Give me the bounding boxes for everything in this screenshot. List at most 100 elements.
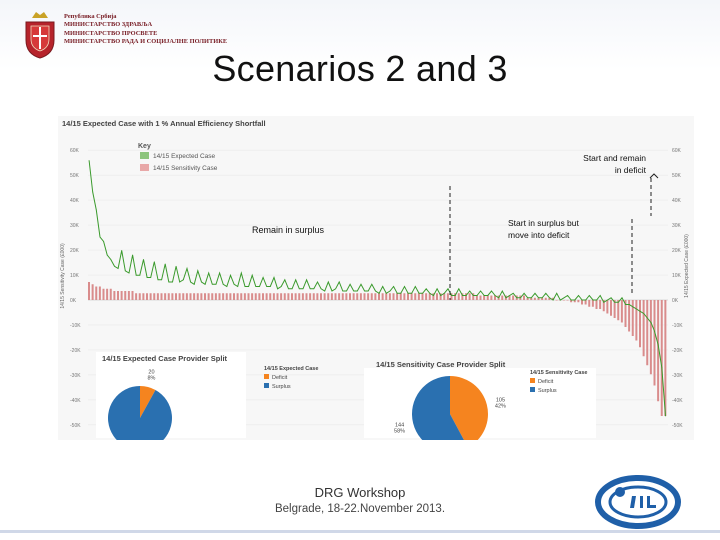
sensitivity-bar (131, 291, 134, 300)
sensitivity-bar (251, 293, 254, 300)
expected-point (483, 295, 485, 296)
expected-point (317, 281, 318, 283)
pie-data-label: 20 (148, 369, 154, 375)
workshop-name: DRG Workshop (314, 485, 406, 500)
pie-legend-title: 14/15 Expected Case (264, 366, 318, 372)
annotation-remain-deficit: Start and remain (583, 153, 646, 163)
sensitivity-bar (566, 300, 569, 301)
sensitivity-bar (454, 293, 457, 300)
expected-point (494, 295, 496, 296)
expected-point (411, 292, 413, 294)
sensitivity-bar (624, 300, 627, 327)
expected-point (661, 367, 663, 368)
sensitivity-bar (664, 300, 667, 416)
sensitivity-bar (142, 293, 145, 300)
region-bracket (649, 173, 659, 179)
ministry-line: МИНИСТАРСТВО РАДА И СОЦИЈАЛНЕ ПОЛИТИКЕ (64, 38, 228, 46)
expected-case-line (88, 160, 666, 417)
sensitivity-bar (204, 293, 206, 300)
sensitivity-bar (262, 293, 264, 300)
expected-point (230, 274, 231, 276)
sensitivity-bar (635, 300, 638, 341)
expected-point (320, 288, 322, 290)
sensitivity-bar (606, 300, 609, 314)
sensitivity-bar (91, 284, 94, 300)
expected-point (657, 344, 659, 346)
sensitivity-bar (287, 293, 290, 300)
sensitivity-bar (229, 293, 232, 300)
sensitivity-bar (613, 300, 616, 318)
sensitivity-bar (555, 300, 558, 301)
expected-point (367, 290, 369, 292)
expected-point (353, 290, 355, 292)
expected-point (121, 250, 123, 251)
expected-point (654, 331, 655, 332)
expected-point (578, 295, 579, 296)
expected-point (273, 277, 275, 278)
expected-point (309, 288, 311, 290)
expected-point (462, 295, 463, 296)
footer-divider (0, 530, 720, 533)
expected-point (291, 288, 293, 290)
annotation-remain-surplus: Remain in surplus (252, 225, 325, 235)
workshop-dates: Belgrade, 18-22.November 2013. (274, 503, 446, 515)
expected-point (233, 283, 235, 285)
y-tick-label-left: -10K (70, 323, 81, 329)
sensitivity-bar (392, 293, 395, 300)
y-tick-label-right: 30K (672, 223, 682, 229)
sensitivity-bar (359, 293, 362, 300)
expected-point (110, 259, 112, 260)
sensitivity-bar (254, 293, 257, 300)
sensitivity-bar (120, 291, 123, 300)
sensitivity-bar (428, 293, 431, 300)
expected-point (617, 301, 619, 303)
sensitivity-bar (446, 293, 449, 300)
expected-point (222, 283, 224, 285)
sensitivity-bar (378, 293, 380, 300)
expected-point (164, 263, 166, 265)
expected-point (530, 297, 532, 299)
sensitivity-bar (562, 300, 565, 301)
sensitivity-bar (450, 293, 453, 300)
y-tick-label-left: 30K (70, 223, 80, 229)
expected-point (516, 297, 518, 299)
expected-point (614, 301, 616, 303)
expected-point (364, 290, 365, 292)
expected-point (414, 286, 416, 287)
sensitivity-bar (305, 293, 308, 300)
y-tick-label-left: -50K (70, 423, 81, 429)
expected-point (588, 295, 590, 296)
sensitivity-bar (338, 293, 341, 300)
pie-legend-label: Deficit (272, 375, 288, 381)
sensitivity-bar (501, 295, 504, 300)
expected-point (509, 295, 510, 296)
expected-point (182, 279, 184, 281)
expected-point (454, 295, 456, 296)
expected-point (338, 281, 340, 283)
expected-point (389, 290, 391, 292)
expected-point (146, 277, 148, 278)
expected-point (556, 292, 558, 294)
sensitivity-bar (552, 297, 554, 300)
expected-point (393, 286, 394, 287)
y-tick-label-left: -20K (70, 348, 81, 354)
pie-data-label: 58% (394, 429, 405, 435)
expected-point (117, 268, 119, 269)
pie-slice-deficit (450, 376, 488, 440)
sensitivity-bar (98, 286, 101, 300)
sensitivity-bar (494, 295, 496, 300)
pie-legend-label: Surplus (538, 388, 557, 394)
sensitivity-bar (548, 297, 551, 300)
sensitivity-bar (370, 293, 373, 300)
sensitivity-bar (533, 297, 536, 300)
expected-point (190, 281, 191, 283)
sensitivity-bar (189, 293, 192, 300)
sensitivity-bar (436, 293, 438, 300)
expected-point (425, 288, 427, 290)
sensitivity-bar (106, 288, 109, 300)
pie-legend-swatch (530, 387, 535, 392)
expected-point (625, 304, 626, 305)
expected-point (385, 292, 387, 294)
y-tick-label-left: 50K (70, 173, 80, 179)
expected-point (596, 299, 597, 301)
